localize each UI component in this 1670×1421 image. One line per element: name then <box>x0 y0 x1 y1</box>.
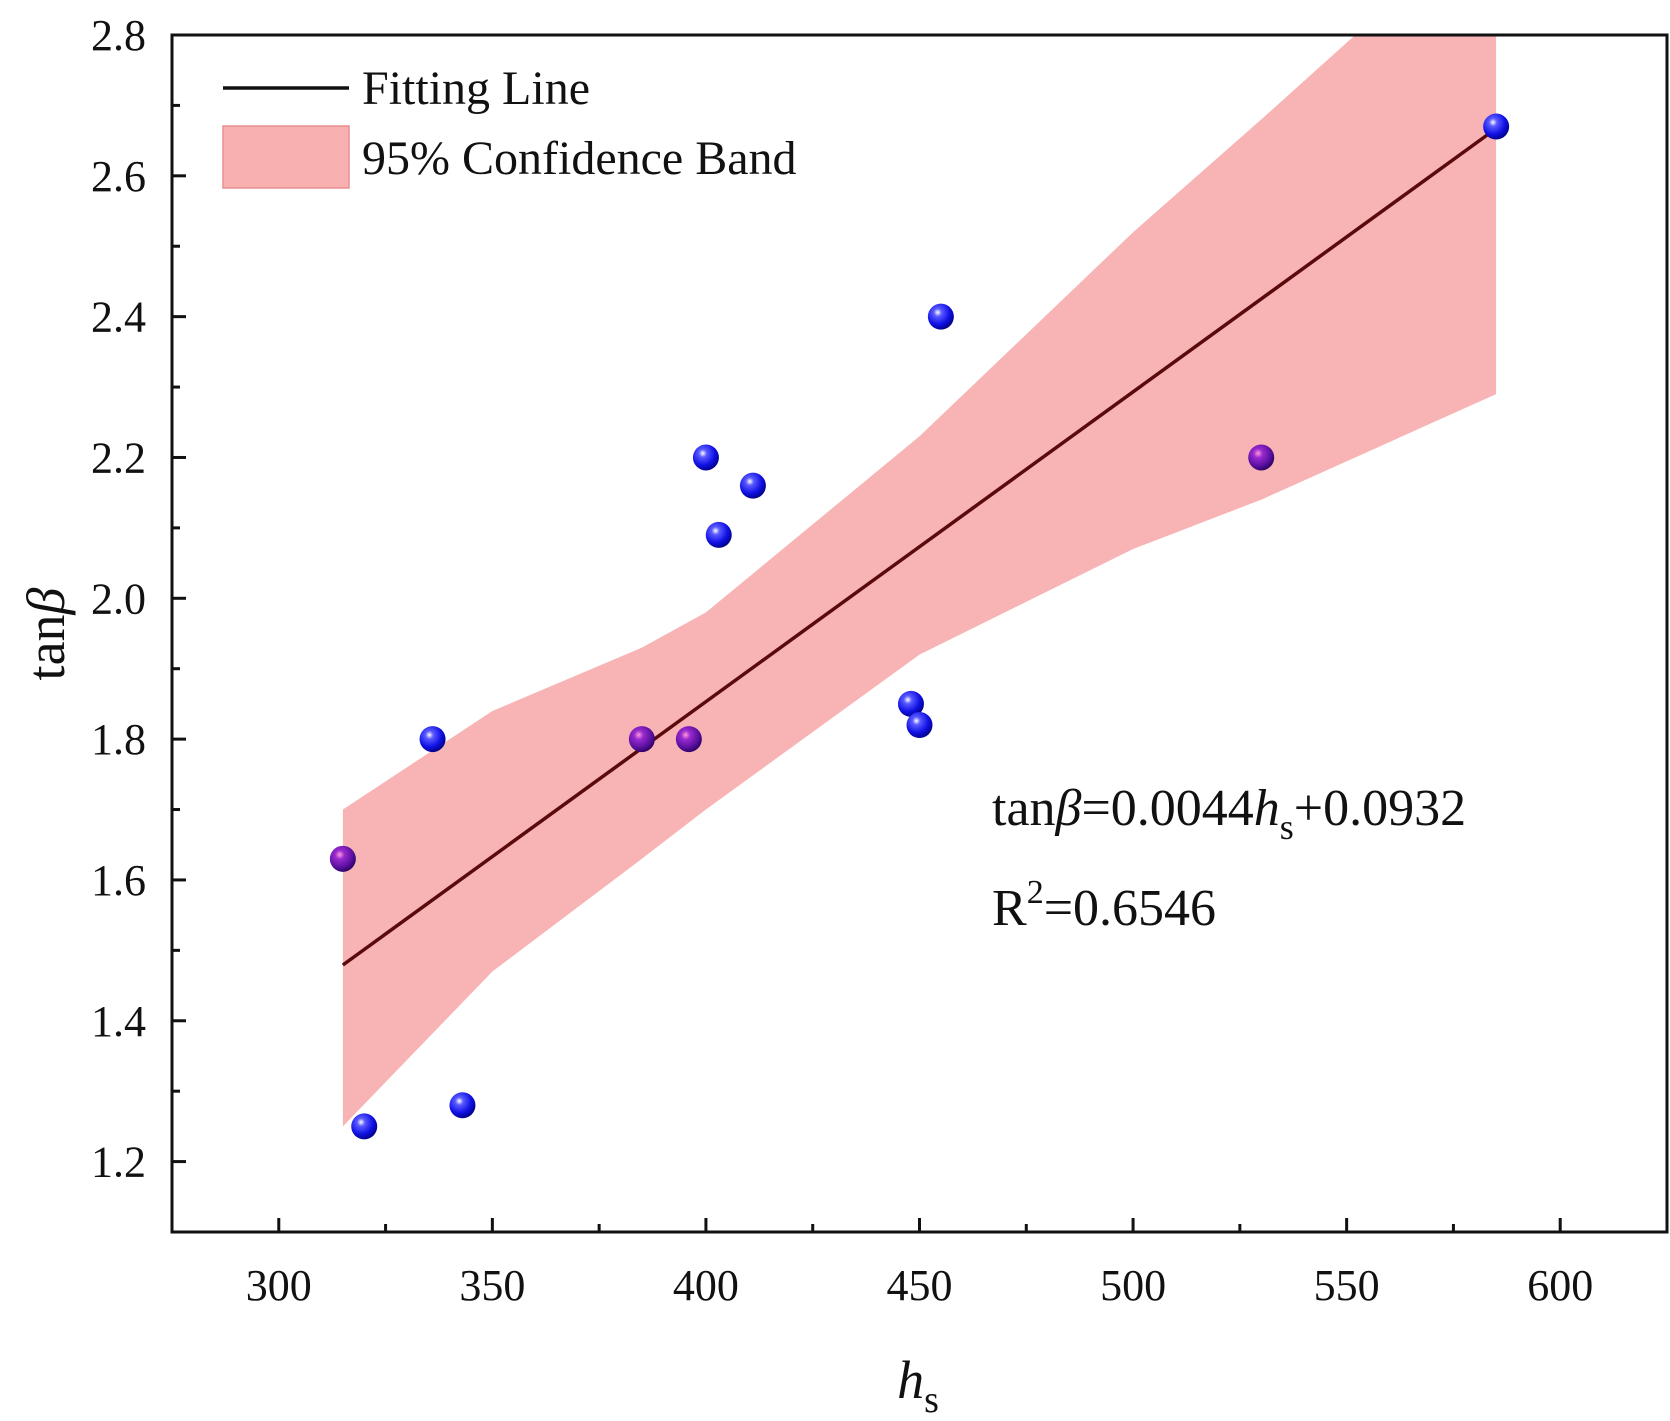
data-point <box>705 521 732 548</box>
legend: Fitting Line 95% Confidence Band <box>222 62 797 189</box>
x-tick-label: 550 <box>1314 1261 1380 1310</box>
x-tick-label: 400 <box>673 1261 739 1310</box>
y-tick-label: 2.6 <box>91 152 146 201</box>
x-tick-label: 600 <box>1527 1261 1593 1310</box>
confidence-band-layer <box>342 35 1497 1127</box>
y-tick-label: 2.0 <box>91 574 146 623</box>
fit-equation: tanβ=0.0044hs+0.0932 <box>992 780 1466 847</box>
fit-line <box>341 127 1498 967</box>
x-tick-label: 300 <box>246 1261 312 1310</box>
data-point <box>1248 444 1275 471</box>
data-point <box>628 726 655 753</box>
legend-label-fit: Fitting Line <box>362 62 590 115</box>
y-tick-label: 2.4 <box>91 293 146 342</box>
y-axis-title: tanβ <box>16 587 76 680</box>
fit-line-layer <box>341 127 1498 967</box>
legend-band-swatch <box>222 125 350 189</box>
data-points <box>329 113 1510 1140</box>
data-point <box>1483 113 1510 140</box>
data-point <box>449 1092 476 1119</box>
r-squared-label: R2=0.6546 <box>992 874 1216 937</box>
y-tick-label: 1.2 <box>91 1138 146 1187</box>
data-point <box>739 472 766 499</box>
y-tick-label: 2.2 <box>91 433 146 482</box>
data-point <box>419 726 446 753</box>
y-tick-label: 1.8 <box>91 715 146 764</box>
legend-label-band: 95% Confidence Band <box>362 132 797 185</box>
axes: 300 350 400 450 500 550 600 1.2 1.4 1.6 1.8 2.0 2.2 2… <box>91 11 1593 1310</box>
y-tick-label: 1.4 <box>91 997 146 1046</box>
data-point <box>351 1113 378 1140</box>
data-point <box>927 303 954 330</box>
data-point <box>329 845 356 872</box>
x-axis-title: hs <box>897 1350 939 1421</box>
x-tick-label: 450 <box>887 1261 953 1310</box>
x-tick-label: 500 <box>1100 1261 1166 1310</box>
confidence-band <box>342 35 1497 1127</box>
data-point <box>675 726 702 753</box>
y-tick-label: 1.6 <box>91 856 146 905</box>
y-tick-label: 2.8 <box>91 11 146 60</box>
data-point <box>897 690 924 717</box>
data-point <box>692 444 719 471</box>
data-point <box>906 712 933 739</box>
x-tick-label: 350 <box>459 1261 525 1310</box>
